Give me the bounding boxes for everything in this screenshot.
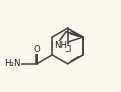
Text: O: O [34,45,41,54]
Text: H₂N: H₂N [4,59,20,68]
Text: Cl: Cl [63,45,72,54]
Text: NH: NH [54,41,67,51]
